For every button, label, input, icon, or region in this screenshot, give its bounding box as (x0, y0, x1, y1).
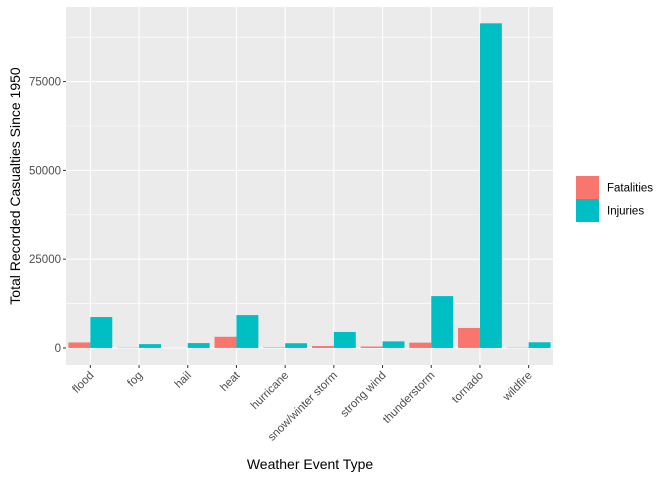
x-tick-label: hurricane (249, 370, 291, 412)
bar-injuries-flood (90, 317, 112, 348)
x-tick-label: hail (173, 370, 194, 391)
y-tick-label: 75000 (29, 77, 61, 89)
y-tick-label: 0 (55, 343, 61, 355)
x-axis-title: Weather Event Type (247, 456, 374, 472)
bar-injuries-hurricane (285, 343, 307, 348)
bar-fatalities-heat (215, 337, 237, 348)
bar-fatalities-thunderstorm (409, 343, 431, 348)
x-tick-label: tornado (450, 370, 486, 406)
bar-injuries-heat (236, 315, 258, 348)
bar-injuries-strong-wind (383, 341, 405, 348)
x-tick-label: strong wind (339, 370, 389, 420)
x-tick-label: thunderstorm (381, 370, 437, 426)
x-tick-label: heat (218, 369, 243, 394)
y-tick-label: 50000 (29, 165, 61, 177)
legend: Fatalities Injuries (576, 176, 653, 222)
bar-injuries-snow-winter-storm (334, 332, 356, 348)
bar-injuries-thunderstorm (431, 296, 453, 348)
x-tick-label: wildfire (500, 370, 535, 405)
bar-fatalities-tornado (458, 328, 480, 348)
bar-fatalities-snow-winter-storm (312, 346, 334, 348)
legend-label-fatalities: Fatalities (607, 183, 653, 195)
bar-injuries-hail (188, 343, 210, 348)
x-tick-label: flood (70, 370, 96, 396)
legend-key-injuries (576, 199, 599, 222)
y-tick-label: 25000 (29, 254, 61, 266)
bar-injuries-tornado (480, 23, 502, 348)
bar-fatalities-strong-wind (361, 347, 383, 348)
y-axis-title: Total Recorded Casualties Since 1950 (7, 67, 23, 305)
bar-injuries-fog (139, 344, 161, 348)
x-tick-label: fog (125, 370, 145, 390)
bar-injuries-wildfire (529, 342, 551, 348)
legend-label-injuries: Injuries (607, 206, 644, 218)
legend-key-fatalities (576, 176, 599, 199)
bar-fatalities-flood (68, 342, 90, 348)
